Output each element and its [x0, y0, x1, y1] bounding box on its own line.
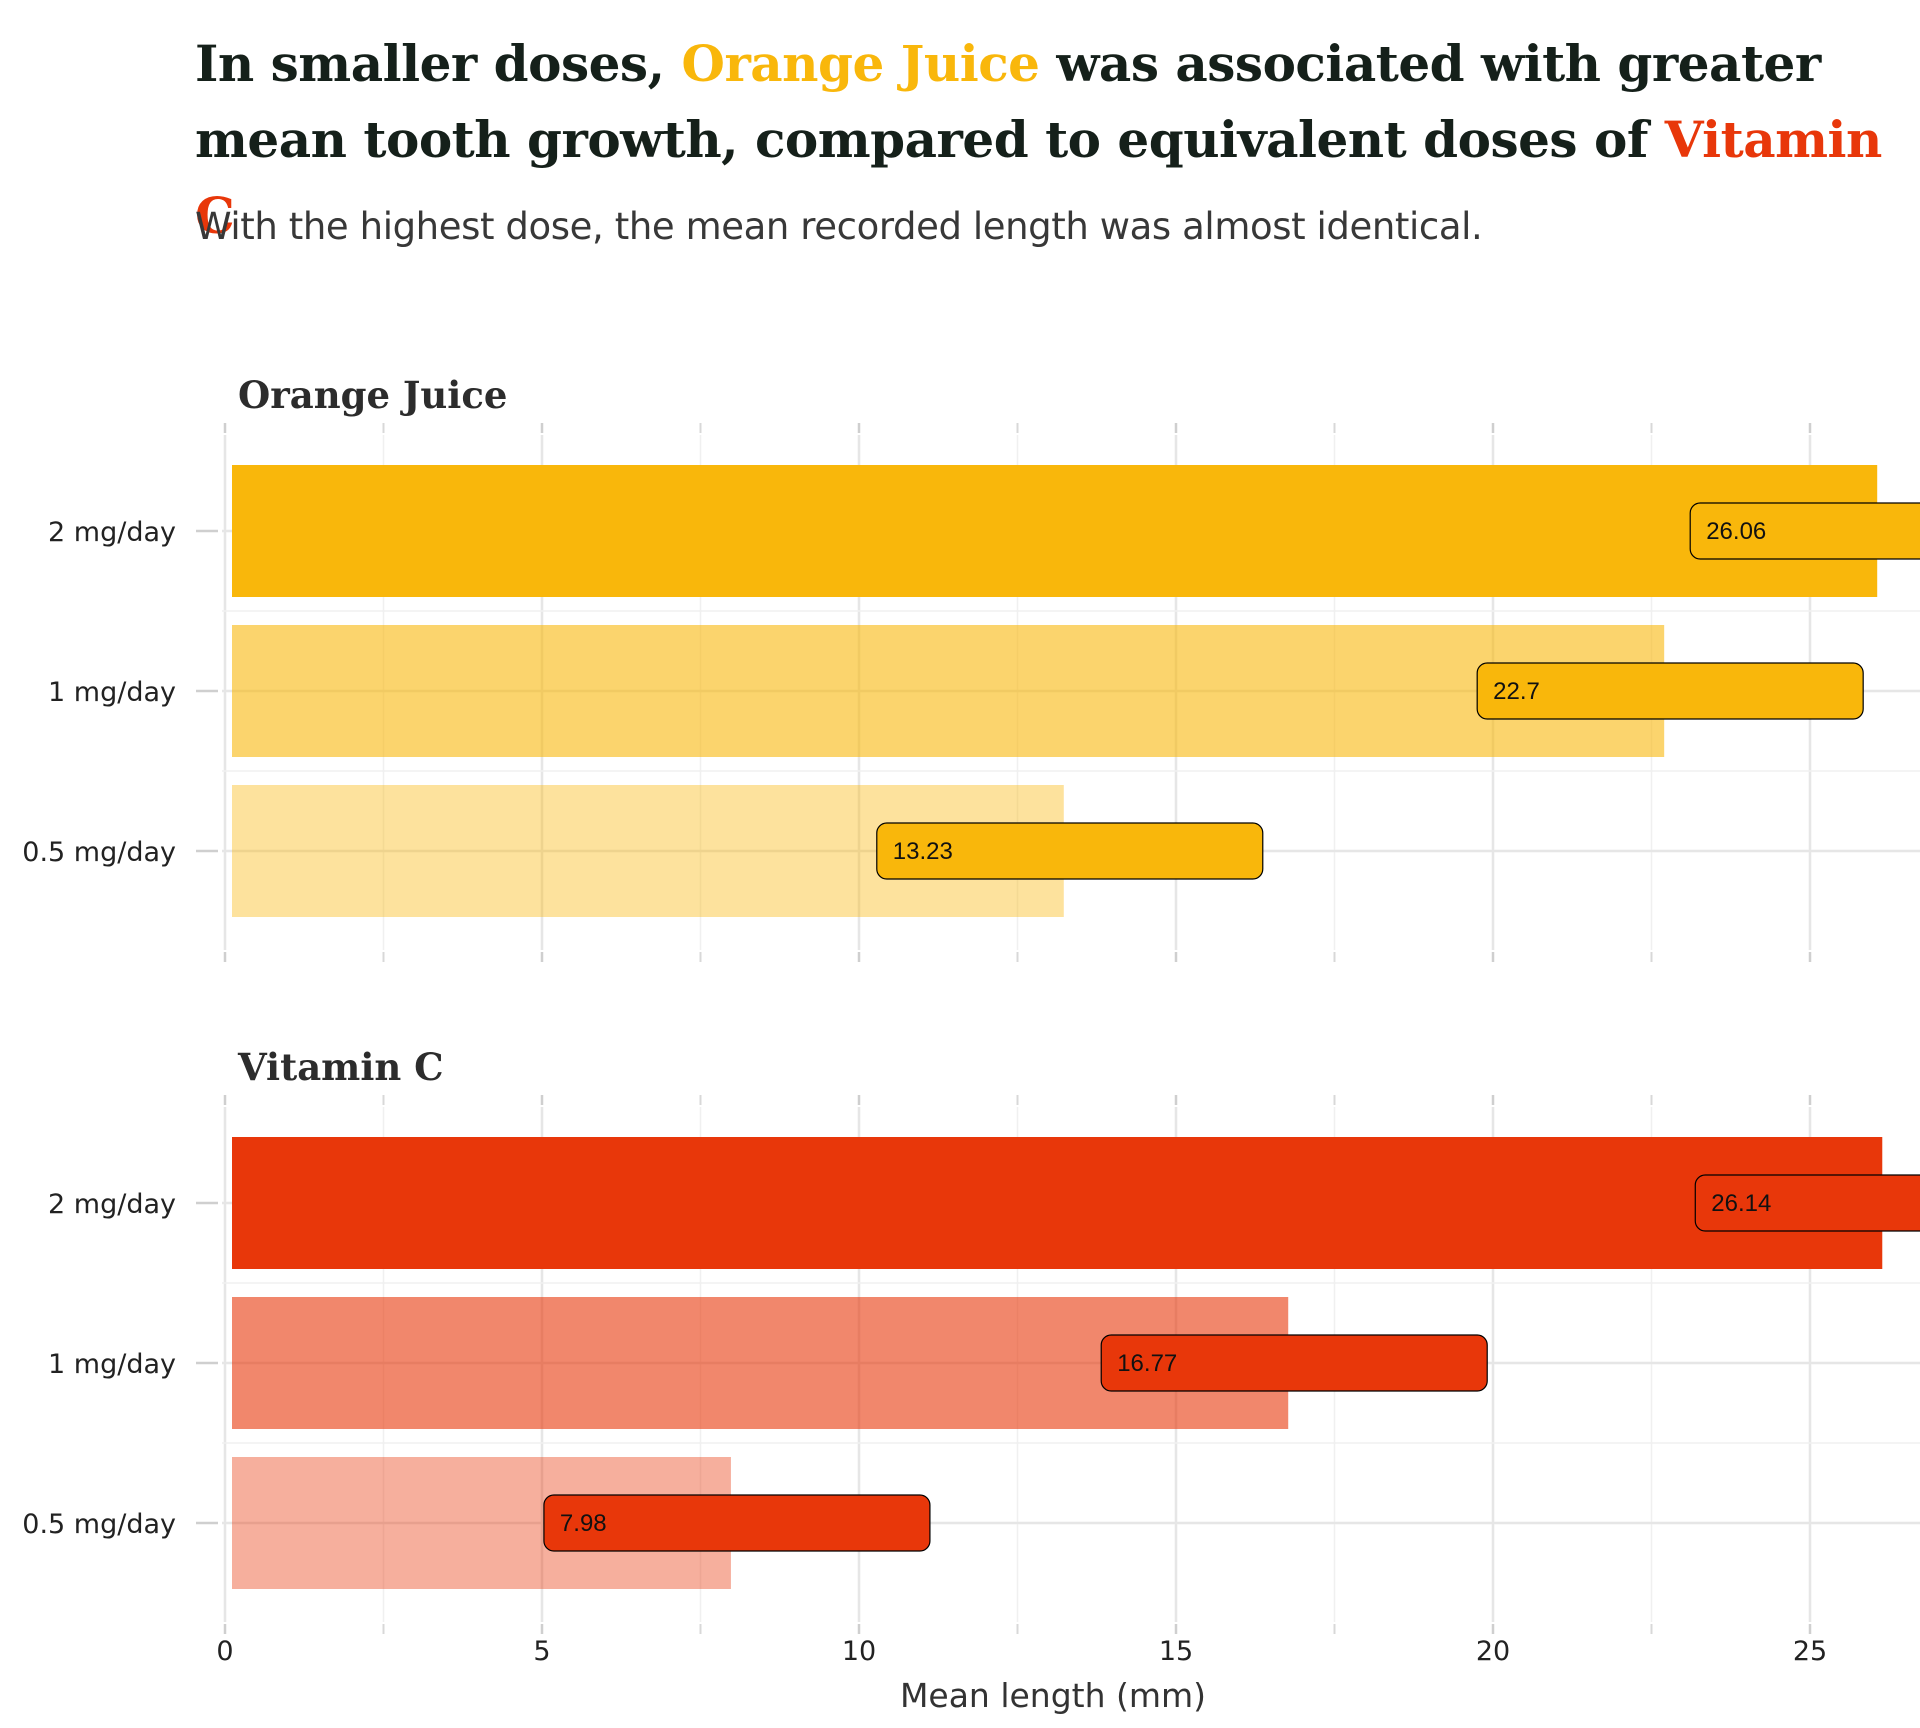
x-tick-label: 0	[216, 1636, 233, 1667]
data-label-box	[1100, 1334, 1488, 1392]
y-tick-label: 2 mg/day	[48, 517, 176, 548]
y-tick-label: 1 mg/day	[48, 677, 176, 708]
x-tick-label: 25	[1793, 1636, 1827, 1667]
facet-title: Orange Juice	[238, 373, 507, 417]
x-tick-label: 5	[533, 1636, 550, 1667]
facet-panel-vitamin-c: Vitamin C 2 mg/day 26.14 1 mg/day 16.77 0.5 m…	[22, 1045, 1920, 1634]
x-tick-label: 20	[1476, 1636, 1510, 1667]
data-label: 13.23	[893, 838, 953, 865]
data-label: 7.98	[560, 1510, 607, 1537]
data-label-box	[1694, 1174, 1920, 1232]
data-label-box	[543, 1494, 931, 1552]
x-axis-label: Mean length (mm)	[900, 1676, 1206, 1715]
data-label-box	[876, 822, 1264, 880]
y-tick-label: 0.5 mg/day	[22, 1509, 176, 1540]
data-label: 22.7	[1493, 678, 1540, 705]
bar	[232, 625, 1665, 757]
x-tick-label: 15	[1159, 1636, 1193, 1667]
chart-title: In smaller doses, Orange Juice was assoc…	[195, 26, 1915, 254]
bar	[232, 1137, 1883, 1269]
y-tick-label: 1 mg/day	[48, 1349, 176, 1380]
data-label: 26.06	[1706, 518, 1766, 545]
title-highlight-orange-juice: Orange Juice	[681, 34, 1040, 93]
data-label-box	[1476, 662, 1864, 720]
y-tick-label: 0.5 mg/day	[22, 837, 176, 868]
data-label: 26.14	[1711, 1190, 1771, 1217]
y-tick-label: 2 mg/day	[48, 1189, 176, 1220]
title-highlight-vitamin-c: Vitamin C	[195, 110, 1882, 245]
title-part1: In smaller doses,	[195, 34, 682, 93]
x-tick-label: 10	[842, 1636, 876, 1667]
bar	[232, 465, 1878, 597]
data-label: 16.77	[1117, 1350, 1177, 1377]
chart-subtitle: With the highest dose, the mean recorded…	[195, 205, 1483, 248]
data-label-box	[1689, 502, 1920, 560]
title-part2: was associated with greater mean tooth g…	[195, 34, 1821, 169]
facet-title: Vitamin C	[237, 1045, 444, 1089]
facet-panel-orange-juice: Orange Juice 2 mg/day 26.06 1 mg/day 22.7 0.5…	[22, 373, 1920, 962]
